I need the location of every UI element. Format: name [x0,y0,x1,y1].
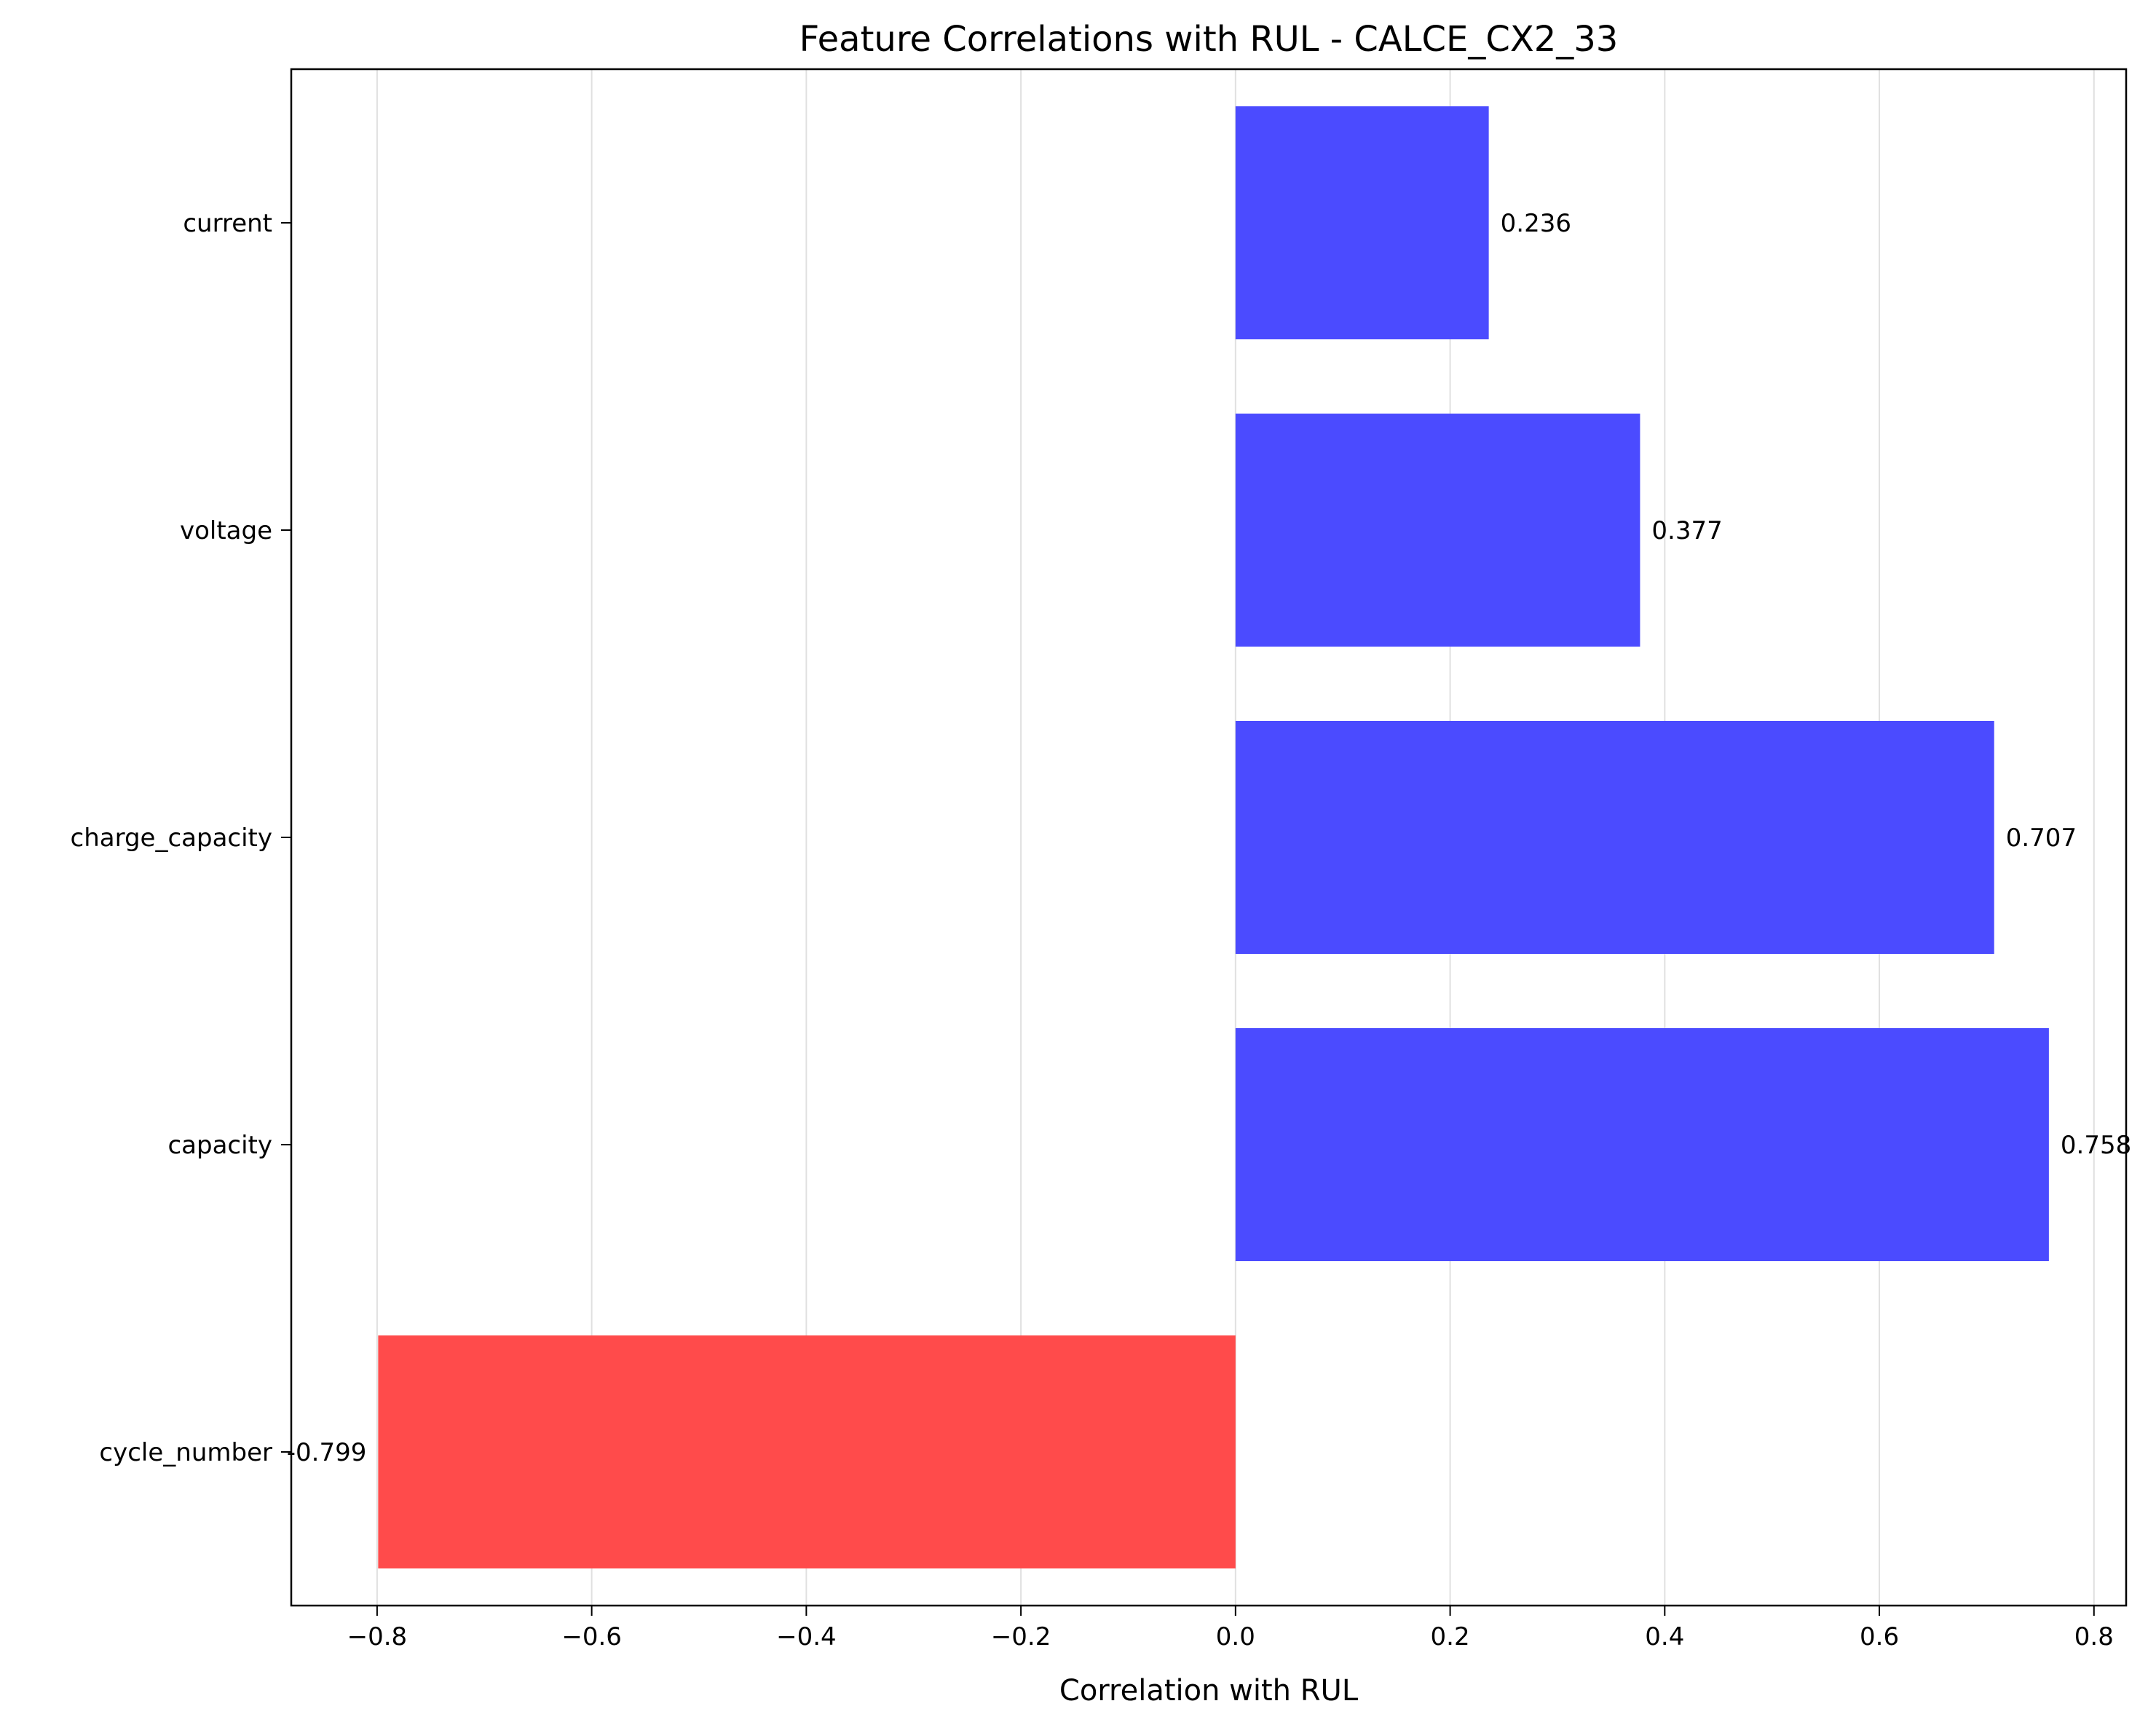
y-tick-label-current: current [183,209,272,238]
x-tick-label: 0.0 [1216,1622,1255,1651]
chart-title: Feature Correlations with RUL - CALCE_CX… [799,19,1619,60]
bars-layer [378,106,2049,1568]
x-tick-label: 0.8 [2074,1622,2114,1651]
x-axis-title: Correlation with RUL [1059,1674,1359,1708]
data-label-voltage: 0.377 [1651,516,1722,545]
bar-capacity [1235,1028,2049,1261]
data-label-current: 0.236 [1501,209,1571,238]
data-label-capacity: 0.758 [2061,1131,2131,1160]
x-tick-label: 0.2 [1431,1622,1470,1651]
x-tick-label: 0.4 [1645,1622,1684,1651]
x-tick-label: −0.4 [776,1622,837,1651]
bar-voltage [1235,414,1640,647]
bar-current [1235,106,1489,339]
data-label-cycle_number: -0.799 [287,1438,367,1467]
y-tick-label-capacity: capacity [167,1131,272,1160]
x-tick-label: −0.6 [561,1622,622,1651]
data-label-charge_capacity: 0.707 [2006,824,2077,853]
x-ticks: −0.8 −0.6 −0.4 −0.2 0.0 0.2 0.4 0.6 0.8 [347,1606,2114,1651]
y-tick-label-cycle_number: cycle_number [99,1438,272,1467]
bar-cycle_number [378,1335,1236,1568]
x-tick-label: −0.2 [991,1622,1051,1651]
y-tick-label-charge_capacity: charge_capacity [71,824,273,853]
data-labels: 0.236 0.377 0.707 0.758 -0.799 [287,209,2131,1467]
x-tick-label: 0.6 [1860,1622,1899,1651]
x-tick-label: −0.8 [347,1622,408,1651]
bar-charge_capacity [1235,721,1994,954]
y-ticks: current voltage charge_capacity capacity cyc… [71,209,291,1467]
y-tick-label-voltage: voltage [180,516,272,545]
